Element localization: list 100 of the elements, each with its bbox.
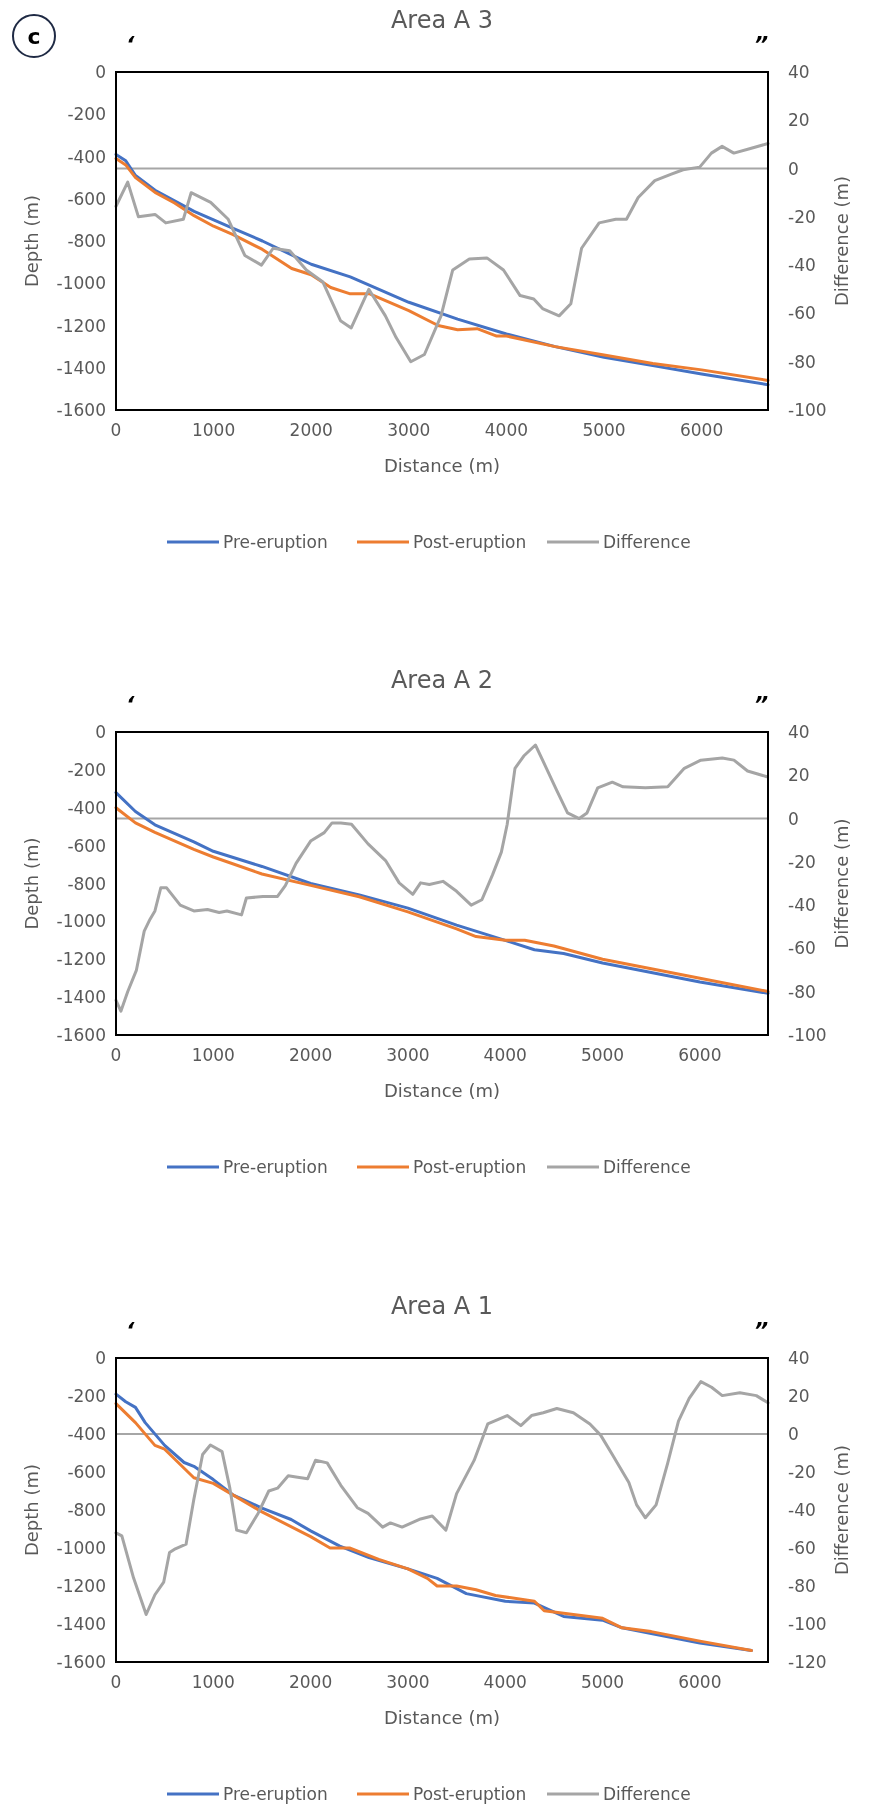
y-tick-label: -1200	[56, 1576, 106, 1596]
y2-tick-label: -120	[788, 1652, 827, 1672]
x-tick-label: 6000	[678, 1045, 722, 1065]
x-tick-label: 2000	[288, 1672, 333, 1692]
legend-label: Difference	[603, 1784, 691, 1804]
y-tick-label: -200	[67, 759, 106, 780]
y-axis-title: Depth (m)	[21, 194, 42, 288]
y2-tick-label: 0	[788, 808, 799, 829]
y-tick-label: -1400	[56, 1614, 106, 1634]
x-tick-label: 5000	[580, 1045, 625, 1065]
y2-tick-label: -40	[788, 255, 816, 276]
x-tick-label: 2000	[289, 420, 333, 440]
text: c	[27, 24, 41, 49]
x-tick-label: 0	[110, 1045, 122, 1065]
y-tick-label: -1200	[56, 949, 106, 970]
y-tick-label: -800	[67, 1500, 106, 1520]
y-tick-label: -600	[67, 1462, 106, 1482]
chart-title: Area A 2	[390, 666, 494, 694]
x-tick-label: 5000	[580, 1672, 625, 1692]
y2-tick-label: -60	[788, 938, 816, 959]
x-tick-label: 3000	[386, 1672, 430, 1692]
y-tick-label: 0	[95, 1348, 106, 1368]
y2-tick-label: 20	[788, 1386, 810, 1406]
y-tick-label: -1600	[56, 1025, 106, 1045]
x-tick-label: 1000	[191, 1672, 235, 1692]
y2-tick-label: -100	[788, 400, 827, 420]
legend-label: Difference	[603, 532, 691, 552]
x-tick-label: 4000	[483, 1045, 527, 1065]
x-tick-label: 1000	[191, 420, 236, 440]
y2-tick-label: -100	[788, 1614, 827, 1634]
y2-tick-label: 40	[788, 1348, 810, 1368]
x-axis-title: Distance (m)	[383, 1707, 501, 1728]
x-axis-title: Distance (m)	[383, 455, 501, 476]
y2-tick-label: 40	[788, 62, 810, 82]
y-tick-label: -800	[67, 231, 106, 251]
y-tick-label: -400	[67, 146, 106, 167]
y-tick-label: -1600	[56, 1652, 106, 1672]
y-tick-label: -1400	[56, 987, 106, 1008]
y2-tick-label: 0	[788, 1424, 799, 1444]
y2-tick-label: 20	[788, 765, 810, 786]
text: ‘	[126, 32, 135, 57]
legend-label: Post-eruption	[413, 1784, 527, 1804]
y-tick-label: -600	[67, 835, 106, 856]
legend-label: Difference	[603, 1157, 691, 1177]
y-tick-label: -1200	[56, 315, 106, 336]
x-tick-label: 4000	[483, 1672, 527, 1692]
y-axis-title: Depth (m)	[21, 837, 42, 930]
y2-tick-label: -80	[788, 351, 816, 372]
x-tick-label: 6000	[678, 1672, 722, 1692]
y-tick-label: 0	[95, 62, 106, 82]
y-tick-label: -800	[67, 873, 106, 894]
legend-label: Post-eruption	[413, 1157, 527, 1177]
legend-label: Post-eruption	[413, 532, 527, 552]
y2-tick-label: -80	[788, 1576, 816, 1596]
y-axis-title: Depth (m)	[21, 1463, 42, 1557]
y-tick-label: -1600	[56, 400, 106, 420]
y2-tick-label: -40	[788, 895, 816, 916]
legend-label: Pre-eruption	[223, 532, 328, 552]
y-tick-label: -400	[67, 1424, 106, 1444]
x-tick-label: 4000	[484, 420, 529, 440]
y2-tick-label: -20	[788, 851, 816, 872]
chart-title: Area A 1	[390, 1292, 494, 1320]
y-tick-label: -1400	[56, 357, 106, 378]
x-tick-label: 0	[110, 1672, 122, 1692]
y2-tick-label: -20	[788, 206, 816, 227]
x-tick-label: 0	[110, 420, 122, 440]
y-tick-label: -1000	[56, 273, 106, 294]
y2-tick-label: 0	[788, 158, 799, 179]
x-tick-label: 3000	[387, 420, 431, 440]
y-tick-label: 0	[95, 722, 106, 742]
y2-tick-label: 20	[788, 110, 810, 131]
y2-axis-title: Difference (m)	[831, 1444, 852, 1576]
line-series	[114, 1380, 770, 1616]
x-tick-label: 2000	[288, 1045, 333, 1065]
text: ”	[754, 1318, 769, 1343]
text: ‘	[126, 1318, 135, 1343]
y-tick-label: -600	[67, 188, 106, 209]
y2-tick-label: -40	[788, 1500, 816, 1520]
line-series	[114, 743, 769, 1013]
y2-tick-label: -20	[788, 1462, 816, 1482]
y2-axis-title: Difference (m)	[831, 175, 852, 307]
x-tick-label: 3000	[386, 1045, 430, 1065]
y-tick-label: -200	[67, 104, 106, 125]
y-tick-label: -400	[67, 797, 106, 818]
y2-tick-label: -60	[788, 1538, 816, 1558]
x-axis-title: Distance (m)	[383, 1080, 501, 1101]
y2-tick-label: -60	[788, 303, 816, 324]
x-tick-label: 1000	[191, 1045, 235, 1065]
legend-label: Pre-eruption	[223, 1157, 328, 1177]
text: ”	[754, 32, 769, 57]
text: ‘	[126, 692, 135, 717]
chart-title: Area A 3	[390, 6, 494, 34]
legend-label: Pre-eruption	[223, 1784, 328, 1804]
y-tick-label: -1000	[56, 1538, 106, 1558]
y-tick-label: -1000	[56, 911, 106, 932]
y2-axis-title: Difference (m)	[831, 818, 852, 949]
text: ”	[754, 692, 769, 717]
y2-tick-label: -80	[788, 981, 816, 1002]
y-tick-label: -200	[67, 1386, 106, 1406]
x-tick-label: 5000	[582, 420, 626, 440]
